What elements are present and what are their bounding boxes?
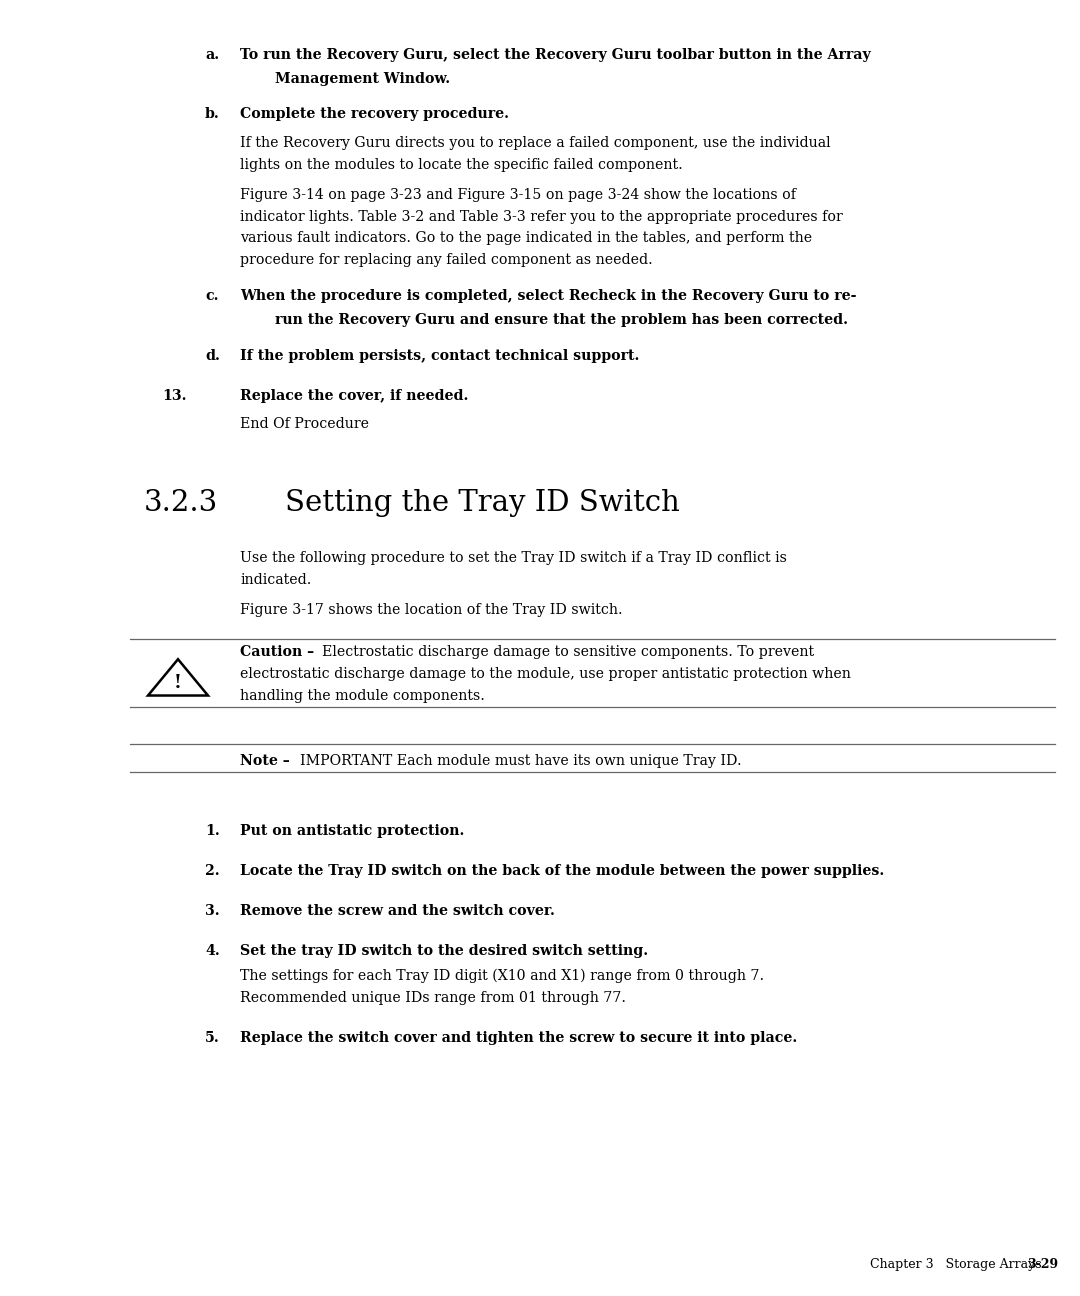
Text: If the Recovery Guru directs you to replace a failed component, use the individu: If the Recovery Guru directs you to repl… — [240, 136, 831, 150]
Text: Figure 3-14 on page 3-23 and Figure 3-15 on page 3-24 show the locations of: Figure 3-14 on page 3-23 and Figure 3-15… — [240, 188, 796, 202]
Text: indicator lights. Table 3-2 and Table 3-3 refer you to the appropriate procedure: indicator lights. Table 3-2 and Table 3-… — [240, 210, 842, 224]
Text: indicated.: indicated. — [240, 573, 311, 587]
Text: End Of Procedure: End Of Procedure — [240, 417, 369, 432]
Text: electrostatic discharge damage to the module, use proper antistatic protection w: electrostatic discharge damage to the mo… — [240, 667, 851, 680]
Text: IMPORTANT Each module must have its own unique Tray ID.: IMPORTANT Each module must have its own … — [300, 753, 742, 767]
Text: Recommended unique IDs range from 01 through 77.: Recommended unique IDs range from 01 thr… — [240, 991, 626, 1004]
Text: Caution –: Caution – — [240, 645, 314, 658]
Text: Chapter 3   Storage Arrays: Chapter 3 Storage Arrays — [870, 1258, 1042, 1271]
Text: 3.2.3: 3.2.3 — [144, 489, 218, 517]
Text: procedure for replacing any failed component as needed.: procedure for replacing any failed compo… — [240, 253, 652, 267]
Text: Note –: Note – — [240, 753, 289, 767]
Text: b.: b. — [205, 108, 219, 122]
Text: 4.: 4. — [205, 943, 219, 958]
Text: Replace the switch cover and tighten the screw to secure it into place.: Replace the switch cover and tighten the… — [240, 1030, 797, 1045]
Text: d.: d. — [205, 349, 220, 363]
Text: 2.: 2. — [205, 863, 219, 877]
Text: Set the tray ID switch to the desired switch setting.: Set the tray ID switch to the desired sw… — [240, 943, 648, 958]
Text: c.: c. — [205, 289, 218, 303]
Text: a.: a. — [205, 48, 219, 62]
Text: When the procedure is completed, select Recheck in the Recovery Guru to re-: When the procedure is completed, select … — [240, 289, 856, 303]
Text: Figure 3-17 shows the location of the Tray ID switch.: Figure 3-17 shows the location of the Tr… — [240, 603, 623, 617]
Text: 5.: 5. — [205, 1030, 219, 1045]
Text: 3-29: 3-29 — [1027, 1258, 1058, 1271]
Text: handling the module components.: handling the module components. — [240, 688, 485, 702]
Text: lights on the modules to locate the specific failed component.: lights on the modules to locate the spec… — [240, 158, 683, 172]
Text: Replace the cover, if needed.: Replace the cover, if needed. — [240, 389, 469, 403]
Text: 1.: 1. — [205, 823, 219, 837]
Text: 3.: 3. — [205, 903, 219, 918]
Text: Remove the screw and the switch cover.: Remove the screw and the switch cover. — [240, 903, 555, 918]
Text: Use the following procedure to set the Tray ID switch if a Tray ID conflict is: Use the following procedure to set the T… — [240, 551, 787, 565]
Text: Locate the Tray ID switch on the back of the module between the power supplies.: Locate the Tray ID switch on the back of… — [240, 863, 885, 877]
Text: Management Window.: Management Window. — [275, 71, 450, 86]
Text: 13.: 13. — [162, 389, 187, 403]
Text: If the problem persists, contact technical support.: If the problem persists, contact technic… — [240, 349, 639, 363]
Text: Put on antistatic protection.: Put on antistatic protection. — [240, 823, 464, 837]
Text: !: ! — [174, 674, 181, 692]
Text: Electrostatic discharge damage to sensitive components. To prevent: Electrostatic discharge damage to sensit… — [322, 645, 814, 658]
Text: Complete the recovery procedure.: Complete the recovery procedure. — [240, 108, 509, 122]
Text: run the Recovery Guru and ensure that the problem has been corrected.: run the Recovery Guru and ensure that th… — [275, 312, 848, 327]
Text: The settings for each Tray ID digit (X10 and X1) range from 0 through 7.: The settings for each Tray ID digit (X10… — [240, 969, 765, 984]
Text: To run the Recovery Guru, select the Recovery Guru toolbar button in the Array: To run the Recovery Guru, select the Rec… — [240, 48, 870, 62]
Text: various fault indicators. Go to the page indicated in the tables, and perform th: various fault indicators. Go to the page… — [240, 232, 812, 245]
Text: Setting the Tray ID Switch: Setting the Tray ID Switch — [285, 489, 679, 517]
